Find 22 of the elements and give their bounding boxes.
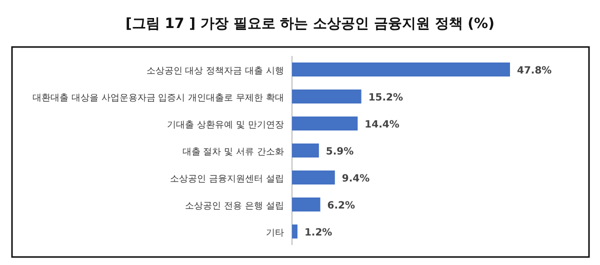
bar [292,224,298,238]
data-label: 14.4% [364,120,400,130]
y-tick-label: 기대출 상환유예 및 만기연장 [167,120,284,130]
data-label: 5.9% [326,146,354,158]
chart-title: [그림 17 ] 가장 필요로 하는 소상공인 금융지원 정책 (%) [126,16,494,32]
bar [292,198,320,212]
data-label: 1.2% [304,228,332,238]
y-tick-label: 소상공인 금융지원센터 설립 [170,174,284,184]
y-tick-label: 대출 절차 및 서류 간소화 [182,146,284,158]
y-tick-label: 대환대출 대상을 사업운용자금 입증시 개인대출로 무제한 확대 [32,92,284,104]
y-tick-label: 기타 [266,228,284,238]
y-tick-label: 소상공인 대상 정책자금 대출 시행 [146,66,284,76]
data-label: 47.8% [517,66,552,76]
bar [292,170,335,184]
bar [292,90,362,104]
bar [292,144,319,158]
data-label: 6.2% [327,200,356,212]
data-label: 9.4% [342,174,370,184]
bar [292,62,510,76]
data-label: 15.2% [368,92,404,104]
bar [292,116,358,130]
y-tick-label: 소상공인 전용 은행 설립 [185,200,284,212]
